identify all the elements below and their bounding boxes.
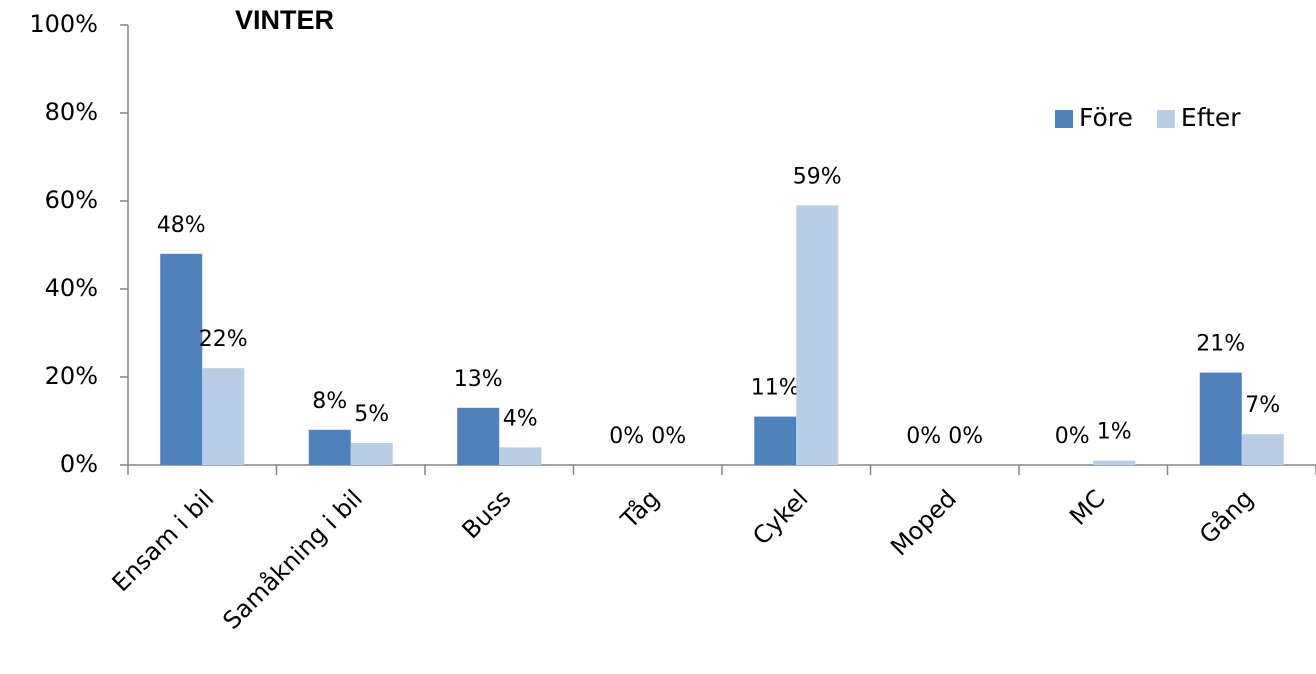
data-label: 8%: [312, 389, 347, 414]
bar: [160, 253, 203, 465]
bar: [350, 443, 393, 465]
bar: [308, 429, 351, 465]
bar: [499, 447, 542, 465]
x-tick-label: Tåg: [614, 484, 665, 535]
y-tick-label: 0%: [60, 450, 98, 478]
x-tick-label: Gång: [1193, 484, 1259, 550]
data-label: 4%: [503, 406, 538, 431]
bar: [202, 368, 245, 465]
y-tick-label: 20%: [45, 362, 98, 390]
bar: [1199, 372, 1242, 465]
x-tick-label: Samåkning i bil: [217, 484, 368, 635]
data-label: 48%: [157, 213, 206, 238]
data-label: 1%: [1097, 420, 1132, 445]
x-tick-label: Ensam i bil: [107, 484, 220, 597]
data-label: 5%: [354, 402, 389, 427]
data-label: 59%: [793, 164, 842, 189]
y-tick-label: 80%: [45, 98, 98, 126]
bar: [1093, 460, 1136, 465]
legend-label: Efter: [1181, 103, 1241, 132]
data-label: 0%: [609, 424, 644, 449]
data-label: 0%: [1055, 424, 1090, 449]
x-tick-label: Buss: [457, 484, 517, 544]
y-tick-label: 60%: [45, 186, 98, 214]
legend-swatch: [1055, 110, 1073, 128]
x-tick-label: MC: [1064, 484, 1110, 530]
data-label: 0%: [948, 424, 983, 449]
bar: [457, 407, 500, 465]
bar: [754, 416, 797, 465]
bar: [796, 205, 839, 465]
bar: [1241, 434, 1284, 465]
y-tick-label: 40%: [45, 274, 98, 302]
legend-label: Före: [1079, 103, 1133, 132]
legend-swatch: [1156, 110, 1175, 128]
data-label: 11%: [751, 376, 800, 401]
y-tick-label: 100%: [29, 10, 98, 38]
data-label: 0%: [651, 424, 686, 449]
x-tick-label: Cykel: [747, 484, 813, 550]
data-label: 0%: [906, 424, 941, 449]
x-tick-label: Moped: [885, 484, 962, 561]
data-label: 22%: [199, 327, 248, 352]
data-label: 13%: [454, 367, 503, 392]
data-label: 21%: [1196, 332, 1245, 357]
data-label: 7%: [1245, 393, 1280, 418]
chart-title: VINTER: [235, 5, 334, 35]
